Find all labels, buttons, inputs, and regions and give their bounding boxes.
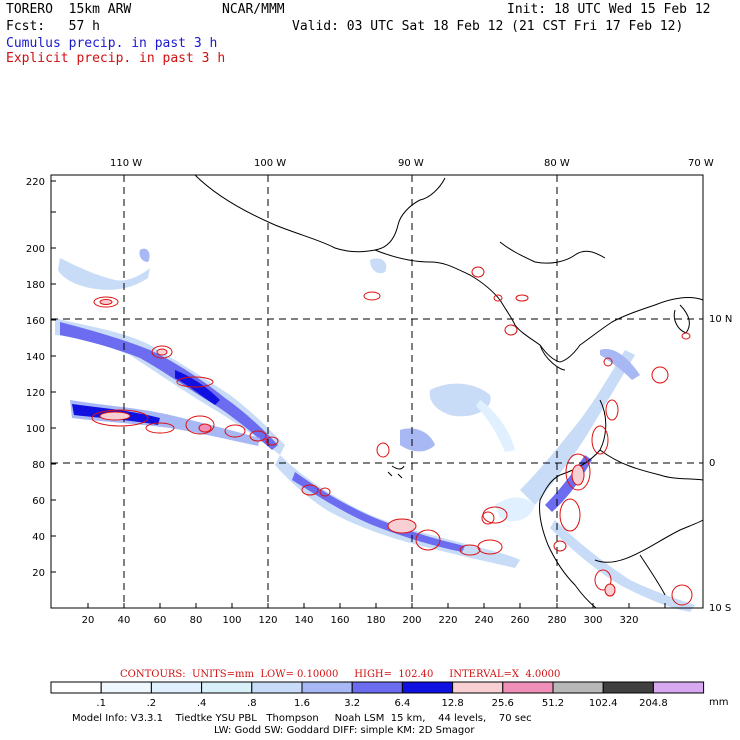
- colorbar: [50, 681, 705, 694]
- y-tick: 200: [26, 244, 45, 255]
- explicit-field-label: Explicit precip. in past 3 h: [6, 51, 226, 66]
- model-title: TORERO 15km ARW: [6, 2, 132, 17]
- x-tick: 320: [619, 615, 638, 626]
- org-label: NCAR/MMM: [222, 2, 285, 17]
- x-tick: 80: [190, 615, 203, 626]
- lon-label-80w: 80 W: [544, 158, 570, 169]
- cumulus-precip-shading: [55, 248, 695, 612]
- forecast-hour: Fcst: 57 h: [6, 19, 100, 34]
- lon-label-90w: 90 W: [398, 158, 424, 169]
- colorbar-label: .1: [96, 698, 106, 709]
- colorbar-label: 3.2: [344, 698, 360, 709]
- x-tick: 200: [402, 615, 421, 626]
- x-tick: 300: [583, 615, 602, 626]
- lat-lon-grid: [51, 175, 703, 608]
- y-tick: 100: [26, 424, 45, 435]
- y-tick: 20: [32, 568, 45, 579]
- lon-label-70w: 70 W: [688, 158, 714, 169]
- colorbar-swatch: [452, 681, 504, 694]
- model-info-line2: LW: Godd SW: Goddard DIFF: simple KM: 2D…: [214, 725, 475, 736]
- x-tick: 20: [82, 615, 95, 626]
- x-tick: 100: [222, 615, 241, 626]
- x-tick: 140: [294, 615, 313, 626]
- x-tick: 160: [330, 615, 349, 626]
- colorbar-label: 1.6: [294, 698, 310, 709]
- colorbar-swatch: [602, 681, 654, 694]
- colorbar-label: 51.2: [542, 698, 564, 709]
- x-tick: 220: [438, 615, 457, 626]
- y-tick: 40: [32, 532, 45, 543]
- colorbar-swatch: [552, 681, 604, 694]
- colorbar-swatch: [401, 681, 454, 694]
- colorbar-swatch: [351, 681, 403, 694]
- colorbar-label: .4: [197, 698, 207, 709]
- colorbar-label: 6.4: [394, 698, 410, 709]
- lat-label-0: 0: [709, 458, 715, 469]
- x-tick: 280: [547, 615, 566, 626]
- colorbar-label: 204.8: [639, 698, 668, 709]
- colorbar-swatch: [652, 681, 705, 694]
- x-tick: 120: [258, 615, 277, 626]
- y-tick: 220: [26, 177, 45, 188]
- colorbar-label: .2: [147, 698, 157, 709]
- lat-label-10n: 10 N: [709, 314, 732, 325]
- colorbar-swatch: [100, 681, 152, 694]
- contour-info: CONTOURS: UNITS=mm LOW= 0.10000 HIGH= 10…: [120, 669, 561, 680]
- colorbar-swatch: [251, 681, 303, 694]
- y-tick: 60: [32, 496, 45, 507]
- lat-label-10s: 10 S: [709, 603, 731, 614]
- y-tick: 160: [26, 316, 45, 327]
- colorbar-swatch: [150, 681, 203, 694]
- colorbar-label: .8: [247, 698, 257, 709]
- colorbar-swatch: [301, 681, 353, 694]
- cumulus-field-label: Cumulus precip. in past 3 h: [6, 36, 218, 51]
- lon-label-100w: 100 W: [254, 158, 286, 169]
- colorbar-labels: .1 .2 .4 .8 1.6 3.2 6.4 12.8 25.6 51.2 102.4 204.8: [96, 698, 667, 709]
- y-tick: 180: [26, 280, 45, 291]
- valid-time: Valid: 03 UTC Sat 18 Feb 12 (21 CST Fri …: [292, 19, 684, 34]
- x-tick: 260: [510, 615, 529, 626]
- colorbar-units: mm: [709, 697, 728, 708]
- y-tick: 140: [26, 352, 45, 363]
- axis-ticks: [51, 180, 666, 608]
- explicit-precip-contours: [91, 266, 693, 606]
- x-tick: 180: [366, 615, 385, 626]
- y-tick: 120: [26, 388, 45, 399]
- y-tick: 80: [32, 460, 45, 471]
- colorbar-swatch: [502, 681, 554, 694]
- x-tick-labels: 20 40 60 80 100 120 140 160 180 200 220 …: [82, 615, 639, 626]
- x-tick: 60: [154, 615, 167, 626]
- colorbar-label: 12.8: [441, 698, 463, 709]
- x-tick: 240: [474, 615, 493, 626]
- y-tick-labels: 20 40 60 80 100 120 140 160 180 200 220: [26, 177, 45, 579]
- lon-label-110w: 110 W: [110, 158, 142, 169]
- init-time: Init: 18 UTC Wed 15 Feb 12: [507, 2, 711, 17]
- colorbar-label: 25.6: [492, 698, 514, 709]
- colorbar-swatch: [201, 681, 253, 694]
- colorbar-swatch: [50, 681, 102, 694]
- x-tick: 40: [118, 615, 131, 626]
- colorbar-label: 102.4: [589, 698, 618, 709]
- model-info-line1: Model Info: V3.3.1 Tiedtke YSU PBL Thomp…: [72, 713, 532, 724]
